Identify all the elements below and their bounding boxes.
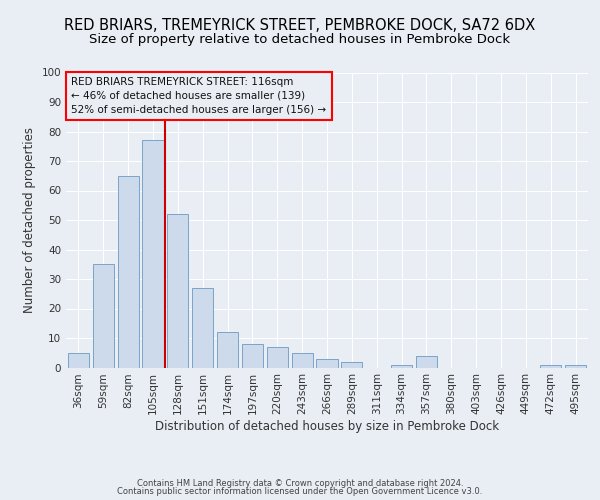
Text: Contains public sector information licensed under the Open Government Licence v3: Contains public sector information licen… bbox=[118, 487, 482, 496]
Bar bbox=[242, 344, 263, 368]
Bar bbox=[118, 176, 139, 368]
Y-axis label: Number of detached properties: Number of detached properties bbox=[23, 127, 36, 313]
Bar bbox=[217, 332, 238, 368]
X-axis label: Distribution of detached houses by size in Pembroke Dock: Distribution of detached houses by size … bbox=[155, 420, 499, 433]
Bar bbox=[416, 356, 437, 368]
Bar bbox=[540, 364, 561, 368]
Bar bbox=[142, 140, 164, 368]
Bar bbox=[341, 362, 362, 368]
Bar bbox=[391, 364, 412, 368]
Text: RED BRIARS TREMEYRICK STREET: 116sqm
← 46% of detached houses are smaller (139)
: RED BRIARS TREMEYRICK STREET: 116sqm ← 4… bbox=[71, 77, 326, 115]
Text: Size of property relative to detached houses in Pembroke Dock: Size of property relative to detached ho… bbox=[89, 32, 511, 46]
Bar bbox=[267, 347, 288, 368]
Bar bbox=[565, 364, 586, 368]
Text: Contains HM Land Registry data © Crown copyright and database right 2024.: Contains HM Land Registry data © Crown c… bbox=[137, 478, 463, 488]
Text: RED BRIARS, TREMEYRICK STREET, PEMBROKE DOCK, SA72 6DX: RED BRIARS, TREMEYRICK STREET, PEMBROKE … bbox=[64, 18, 536, 32]
Bar bbox=[192, 288, 213, 368]
Bar bbox=[292, 353, 313, 368]
Bar bbox=[316, 358, 338, 368]
Bar bbox=[167, 214, 188, 368]
Bar bbox=[93, 264, 114, 368]
Bar bbox=[68, 353, 89, 368]
